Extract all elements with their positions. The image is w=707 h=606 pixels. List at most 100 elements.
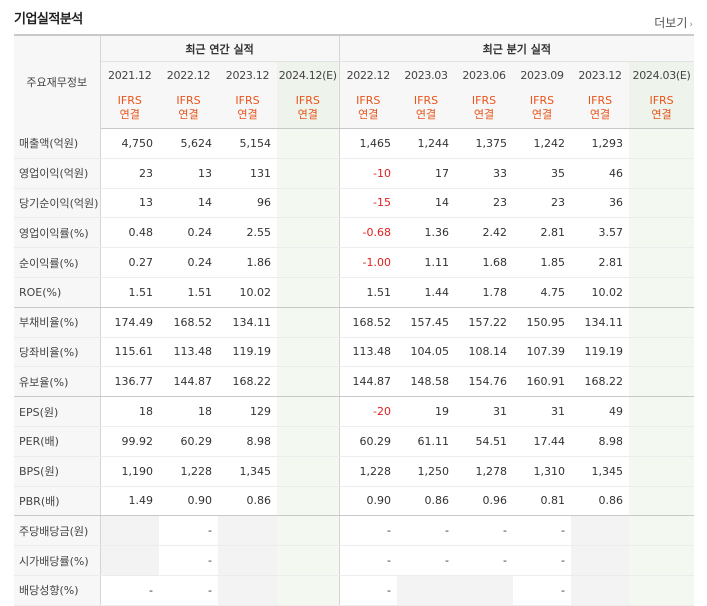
- table-cell: 33: [455, 158, 514, 189]
- period-header: 2022.12: [159, 61, 218, 88]
- table-cell: -10: [339, 158, 398, 189]
- table-cell: 134.11: [218, 307, 277, 338]
- table-cell: [277, 247, 340, 278]
- table-cell: 119.19: [571, 337, 630, 368]
- table-cell: 23: [513, 188, 572, 219]
- table-cell: [277, 515, 340, 547]
- table-cell: 134.11: [571, 307, 630, 338]
- table-cell: -: [455, 545, 514, 576]
- row-label: BPS(원): [14, 456, 101, 487]
- table-cell: 60.29: [159, 426, 218, 457]
- table-cell: 174.49: [100, 307, 159, 338]
- table-cell: 150.95: [513, 307, 572, 338]
- row-label: 당기순이익(억원): [14, 188, 101, 219]
- table-cell: [629, 515, 695, 547]
- table-cell: -: [159, 545, 218, 576]
- table-cell: [218, 515, 277, 547]
- table-cell: [571, 515, 630, 547]
- table-cell: 1.51: [100, 277, 159, 308]
- table-cell: [277, 366, 340, 398]
- table-row: 배당성향(%) - - - -: [14, 575, 695, 606]
- chevron-right-icon: ›: [689, 20, 693, 30]
- table-cell: 168.52: [159, 307, 218, 338]
- table-cell: 2.42: [455, 217, 514, 249]
- table-cell: 14: [159, 188, 218, 219]
- table-cell: 144.87: [339, 366, 398, 398]
- standard-bottom: 연결: [297, 108, 318, 121]
- table-cell: -: [339, 545, 398, 576]
- table-cell: 2.81: [571, 247, 630, 278]
- period-header: 2023.03: [397, 61, 456, 88]
- table-cell: -: [513, 515, 572, 547]
- table-cell: [629, 575, 695, 606]
- standard-bottom: 연결: [237, 108, 258, 121]
- table-cell: [629, 307, 695, 338]
- table-cell: [629, 188, 695, 219]
- table-row: BPS(원) 1,190 1,228 1,345 1,228 1,250 1,278 1,31…: [14, 456, 695, 487]
- table-cell: [629, 426, 695, 457]
- table-cell: 1.49: [100, 486, 159, 517]
- table-cell: [277, 545, 340, 576]
- table-cell: 113.48: [159, 337, 218, 368]
- more-link[interactable]: 더보기 ›: [654, 14, 693, 31]
- table-cell: 168.22: [571, 366, 630, 398]
- standard-top: IFRS: [356, 94, 381, 107]
- table-cell: -: [513, 545, 572, 576]
- table-cell: -: [159, 515, 218, 547]
- standard-bottom: 연결: [178, 108, 199, 121]
- row-label: ROE(%): [14, 277, 101, 308]
- table-cell: -15: [339, 188, 398, 219]
- standard-top: IFRS: [295, 94, 320, 107]
- table-row: 부채비율(%) 174.49 168.52 134.11 168.52 157.45 157…: [14, 307, 695, 338]
- table-row: 유보율(%) 136.77 144.87 168.22 144.87 148.58 154.…: [14, 366, 695, 398]
- table-cell: [629, 366, 695, 398]
- row-label: 매출액(억원): [14, 128, 101, 159]
- table-cell: 129: [218, 396, 277, 427]
- table-cell: 4.75: [513, 277, 572, 308]
- table-cell: [277, 456, 340, 487]
- accounting-standard: IFRS 연결: [159, 88, 218, 129]
- table-cell: [629, 337, 695, 368]
- table-row: 영업이익(억원) 23 13 131 -10 17 33 35 46: [14, 158, 695, 189]
- table-cell: [277, 217, 340, 249]
- table-cell: [629, 158, 695, 189]
- table-cell: 17: [397, 158, 456, 189]
- table-cell: -: [397, 515, 456, 547]
- period-header: 2024.12(E): [277, 61, 340, 88]
- table-row: EPS(원) 18 18 129 -20 19 31 31 49: [14, 396, 695, 427]
- table-cell: 1.36: [397, 217, 456, 249]
- table-cell: 108.14: [455, 337, 514, 368]
- accounting-standard: IFRS 연결: [100, 88, 159, 129]
- row-label: 순이익률(%): [14, 247, 101, 278]
- table-cell: 23: [100, 158, 159, 189]
- table-cell: [218, 545, 277, 576]
- table-cell: 60.29: [339, 426, 398, 457]
- table-cell: 1,310: [513, 456, 572, 487]
- table-cell: [277, 188, 340, 219]
- standard-top: IFRS: [413, 94, 439, 107]
- table-cell: 18: [100, 396, 159, 427]
- table-cell: -: [513, 575, 572, 606]
- table-cell: 1,375: [455, 128, 514, 159]
- table-row: PER(배) 99.92 60.29 8.98 60.29 61.11 54.51 17.44…: [14, 426, 695, 457]
- table-cell: 0.81: [513, 486, 572, 517]
- accounting-standard: IFRS 연결: [571, 88, 630, 129]
- table-cell: 1.44: [397, 277, 456, 308]
- table-cell: 1.68: [455, 247, 514, 278]
- table-cell: 1,345: [218, 456, 277, 487]
- row-label: 영업이익(억원): [14, 158, 101, 189]
- table-cell: [629, 456, 695, 487]
- row-label: 유보율(%): [14, 366, 101, 398]
- quarter-group-header: 최근 분기 실적: [339, 34, 695, 62]
- table-cell: [629, 217, 695, 249]
- table-cell: 0.86: [571, 486, 630, 517]
- table-cell: 1,278: [455, 456, 514, 487]
- table-cell: 1.51: [159, 277, 218, 308]
- table-row: 순이익률(%) 0.27 0.24 1.86 -1.00 1.11 1.68 1.85 2.81: [14, 247, 695, 278]
- table-cell: 46: [571, 158, 630, 189]
- table-row: ROE(%) 1.51 1.51 10.02 1.51 1.44 1.78 4.75 10.02: [14, 277, 695, 308]
- period-header: 2023.12: [218, 61, 277, 88]
- table-cell: 36: [571, 188, 630, 219]
- table-cell: [277, 158, 340, 189]
- table-cell: 168.22: [218, 366, 277, 398]
